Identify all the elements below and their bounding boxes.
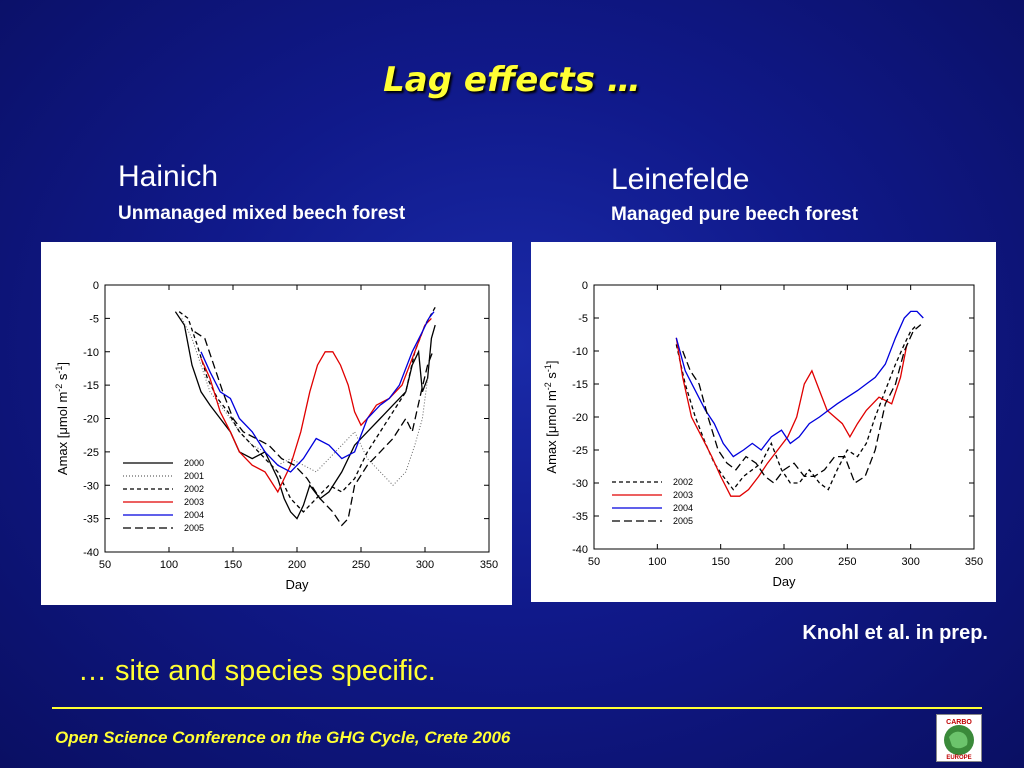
legend-label: 2001 bbox=[184, 471, 204, 481]
x-tick-label: 150 bbox=[711, 556, 729, 568]
series-line-2005 bbox=[194, 331, 434, 527]
slide-title: Lag effects … bbox=[383, 60, 641, 100]
series-line-2002 bbox=[178, 304, 438, 513]
series-line-2004 bbox=[675, 310, 924, 458]
series-line-2001 bbox=[181, 318, 429, 487]
x-tick-label: 250 bbox=[838, 556, 856, 568]
legend-label: 2004 bbox=[184, 510, 204, 520]
legend-label: 2004 bbox=[673, 503, 693, 513]
legend-label: 2005 bbox=[184, 523, 204, 533]
x-tick-label: 350 bbox=[480, 559, 498, 571]
y-tick-label: -20 bbox=[83, 414, 99, 426]
x-tick-label: 50 bbox=[588, 556, 600, 568]
x-tick-label: 100 bbox=[648, 556, 666, 568]
legend-label: 2000 bbox=[184, 458, 204, 468]
x-tick-label: 350 bbox=[965, 556, 983, 568]
y-tick-label: -35 bbox=[572, 511, 588, 523]
site-name-hainich: Hainich bbox=[118, 160, 219, 193]
citation-text: Knohl et al. in prep. bbox=[802, 622, 988, 644]
y-tick-label: -25 bbox=[83, 447, 99, 459]
y-tick-label: -15 bbox=[83, 380, 99, 392]
plot-frame bbox=[593, 284, 975, 550]
x-tick-label: 250 bbox=[352, 559, 370, 571]
legend-label: 2003 bbox=[184, 497, 204, 507]
legend-label: 2002 bbox=[673, 477, 693, 487]
series-line-2004 bbox=[200, 311, 435, 473]
x-tick-label: 300 bbox=[416, 559, 434, 571]
y-tick-label: -15 bbox=[572, 379, 588, 391]
y-tick-label: -40 bbox=[572, 544, 588, 556]
y-axis-label: Amax [μmol m-2 s-1] bbox=[54, 362, 70, 475]
y-axis-label: Amax [μmol m-2 s-1] bbox=[543, 360, 559, 473]
leinefelde-amax-chart: 50 100 150 200 250 300 350 0 -5 -10 -15 -20 -25 -30 -3… bbox=[543, 280, 983, 589]
site-description-hainich: Unmanaged mixed beech forest bbox=[118, 203, 406, 224]
y-tick-label: 0 bbox=[582, 280, 588, 292]
x-tick-label: 150 bbox=[224, 559, 242, 571]
footer-text: Open Science Conference on the GHG Cycle… bbox=[55, 728, 511, 747]
y-tick-label: -10 bbox=[83, 347, 99, 359]
y-tick-label: -20 bbox=[572, 412, 588, 424]
plot-frame bbox=[104, 284, 490, 553]
x-tick-label: 100 bbox=[160, 559, 178, 571]
x-tick-label: 200 bbox=[288, 559, 306, 571]
y-tick-label: -25 bbox=[572, 445, 588, 457]
series-line-2002 bbox=[675, 324, 918, 491]
chart-panel-leinefelde: 50 100 150 200 250 300 350 0 -5 -10 -15 -20 -25 -30 -3… bbox=[531, 242, 996, 602]
legend-label: 2003 bbox=[673, 490, 693, 500]
svg-text:EUROPE: EUROPE bbox=[946, 755, 971, 761]
x-tick-label: 50 bbox=[99, 559, 111, 571]
y-tick-label: -30 bbox=[572, 478, 588, 490]
svg-text:CARBO: CARBO bbox=[946, 719, 972, 726]
y-tick-label: -10 bbox=[572, 346, 588, 358]
y-tick-label: 0 bbox=[93, 280, 99, 292]
carboeurope-logo: CARBO EUROPE bbox=[936, 714, 982, 762]
x-tick-label: 200 bbox=[775, 556, 793, 568]
legend-label: 2005 bbox=[673, 516, 693, 526]
y-tick-label: -30 bbox=[83, 480, 99, 492]
legend-label: 2002 bbox=[184, 484, 204, 494]
site-name-leinefelde: Leinefelde bbox=[611, 163, 750, 196]
footer-divider bbox=[52, 707, 982, 709]
y-tick-label: -5 bbox=[89, 313, 99, 325]
site-description-leinefelde: Managed pure beech forest bbox=[611, 204, 859, 225]
x-axis-label: Day bbox=[772, 574, 796, 589]
y-tick-label: -40 bbox=[83, 547, 99, 559]
x-tick-label: 300 bbox=[901, 556, 919, 568]
y-tick-label: -35 bbox=[83, 514, 99, 526]
x-axis-label: Day bbox=[285, 577, 309, 592]
hainich-amax-chart: 50 100 150 200 250 300 350 0 -5 -10 -15 -20 -25 -30 -3… bbox=[54, 280, 498, 592]
chart-panel-hainich: 50 100 150 200 250 300 350 0 -5 -10 -15 -20 -25 -30 -3… bbox=[41, 242, 512, 605]
series-line-2003 bbox=[675, 337, 908, 497]
series-line-2005 bbox=[682, 324, 922, 484]
series-line-2000 bbox=[174, 311, 436, 520]
tagline-text: … site and species specific. bbox=[78, 655, 436, 687]
y-tick-label: -5 bbox=[578, 313, 588, 325]
